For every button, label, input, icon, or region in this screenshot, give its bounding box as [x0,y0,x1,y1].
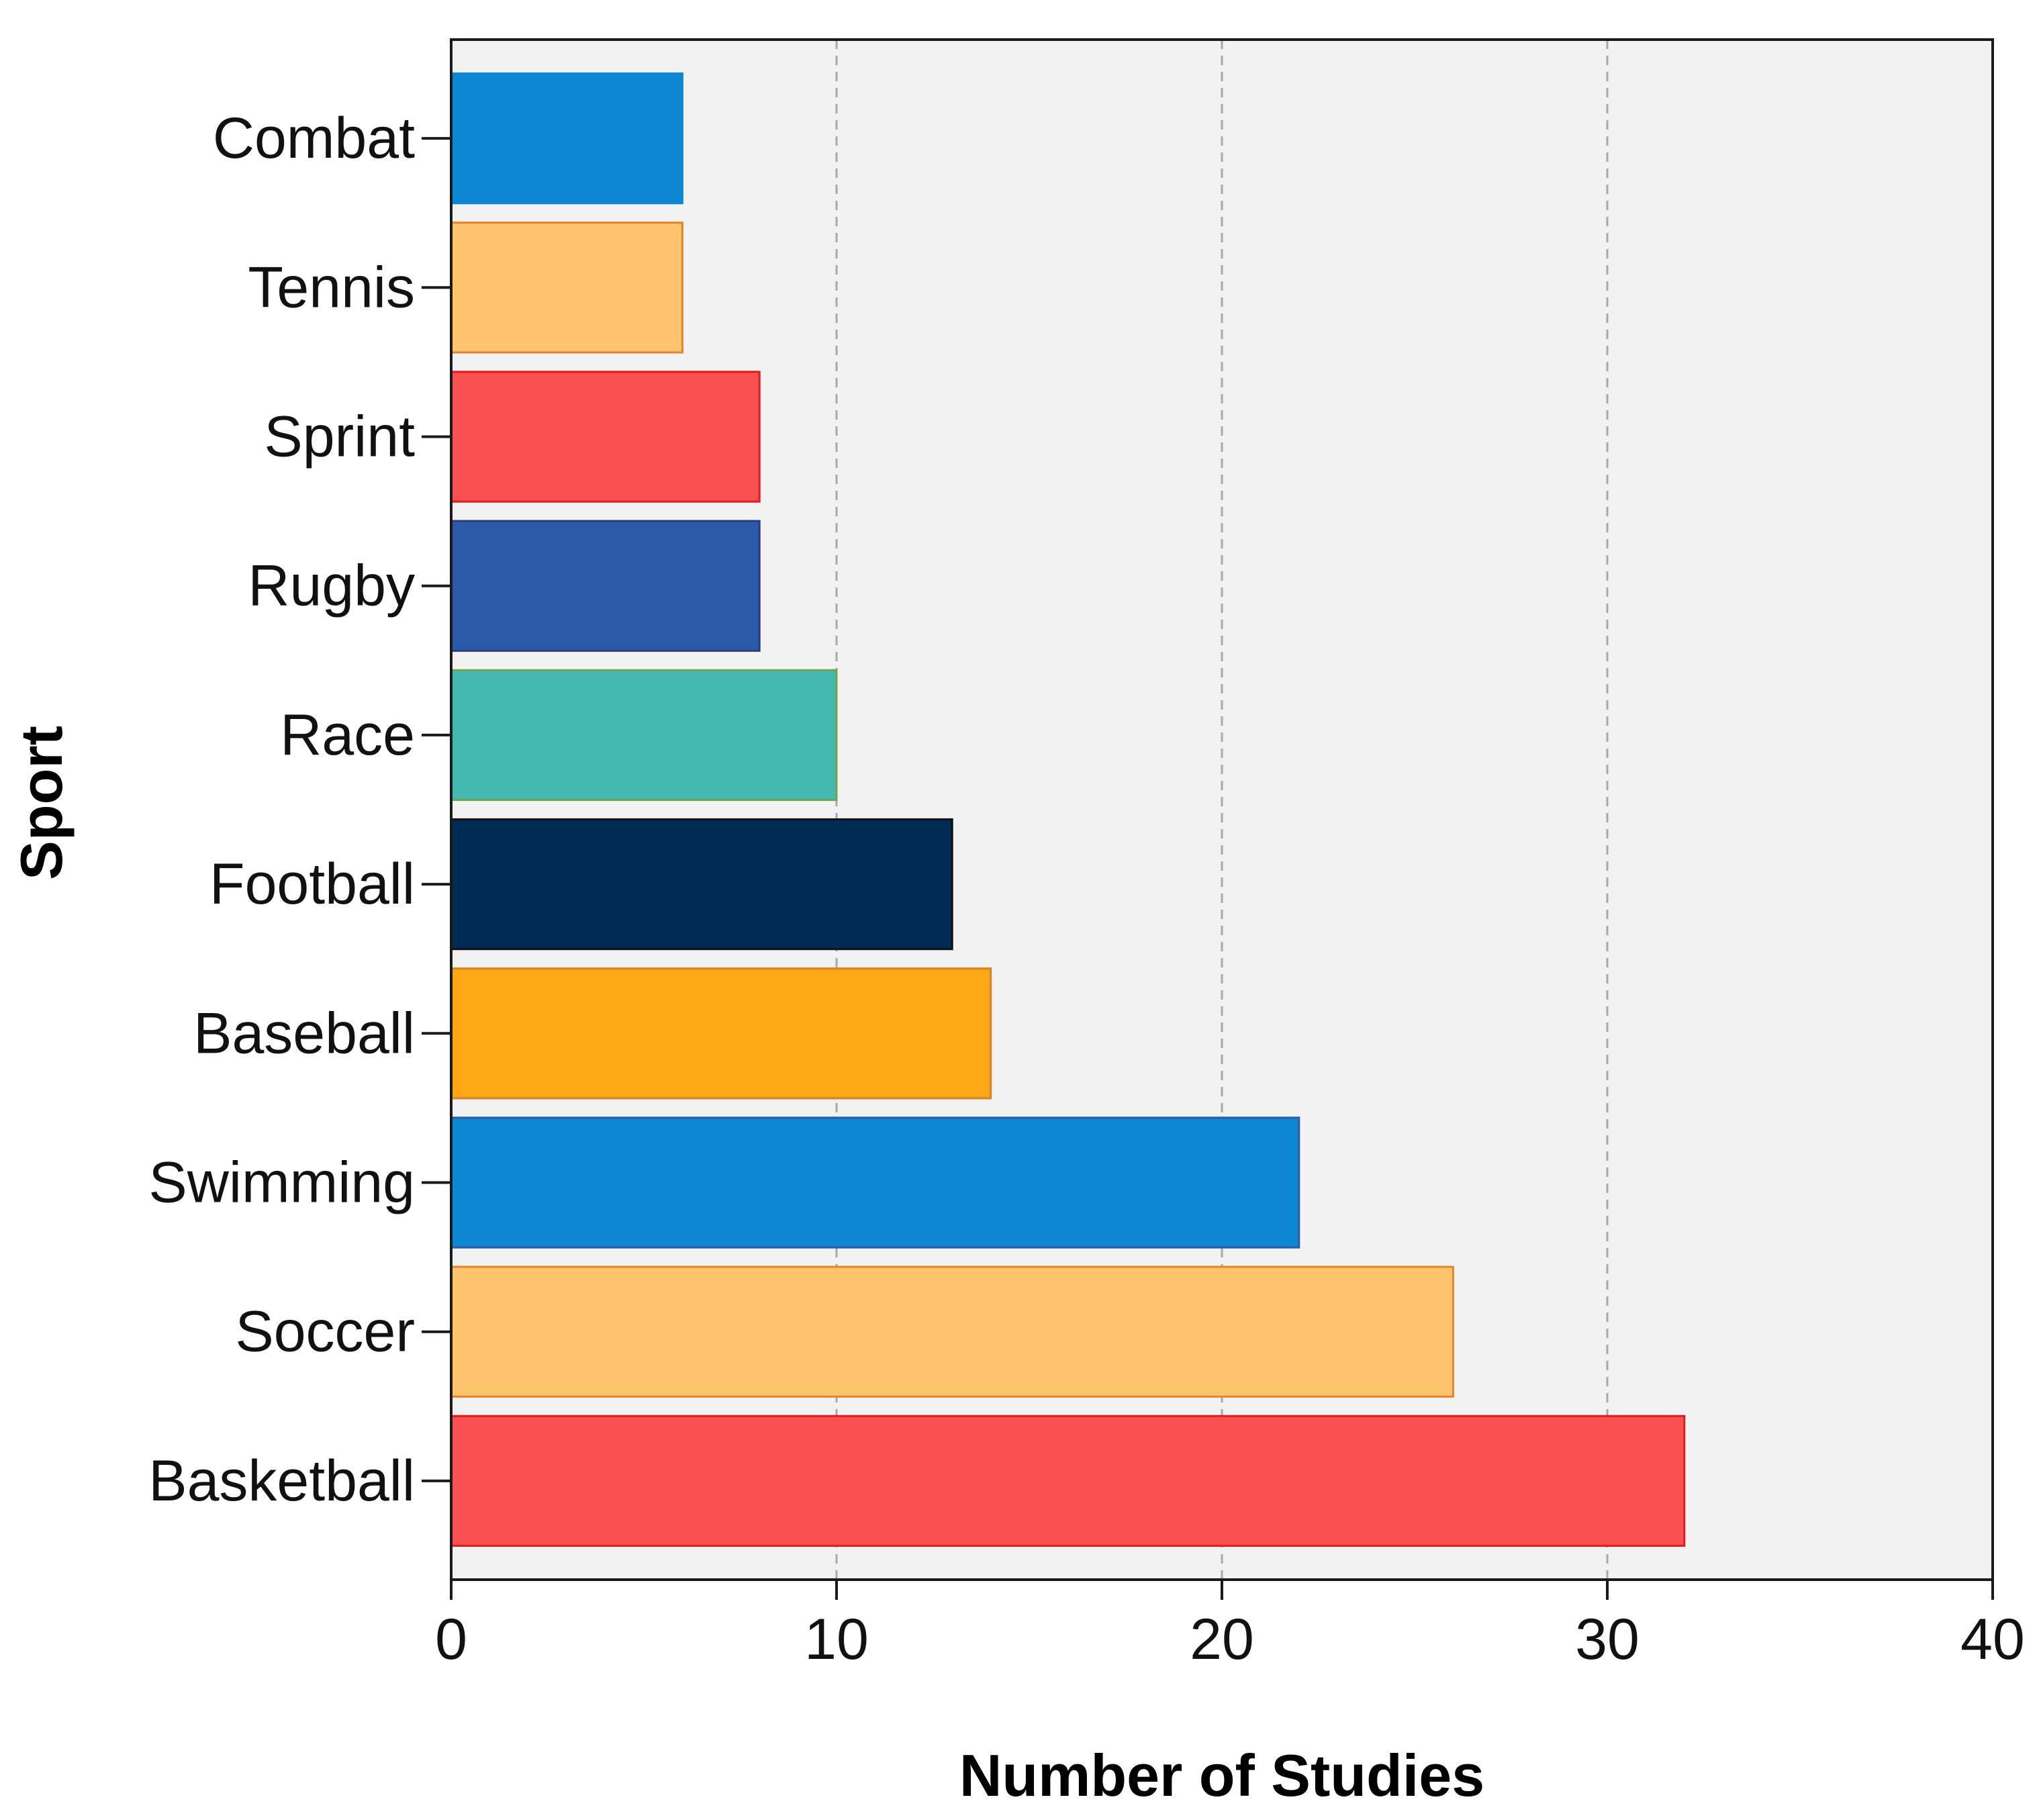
bar-soccer [450,1265,1454,1398]
x-tick-label: 40 [1960,1607,2025,1672]
bar-baseball [450,967,992,1100]
bars [450,72,1686,1547]
bar-race [450,669,838,802]
y-tick-label: Race [280,703,415,767]
y-axis-title: Sport [8,726,75,880]
bar-swimming [450,1116,1300,1249]
y-tick-label: Baseball [193,1001,415,1065]
y-tick-label: Football [209,852,415,916]
bar-sprint [450,371,761,503]
y-tick-label: Sprint [264,405,415,469]
bar-basketball [450,1415,1686,1547]
y-tick-label: Soccer [235,1300,415,1364]
x-tick-label: 10 [804,1607,869,1672]
x-tick-label: 0 [435,1607,467,1672]
x-tick-label: 30 [1575,1607,1640,1672]
y-tick-label: Rugby [248,554,415,618]
y-tick-label: Combat [213,106,415,171]
y-axis: Combat Tennis Sprint Rugby Race Football Baseb… [148,106,451,1513]
bar-football [450,818,953,951]
x-axis: 0 10 20 30 40 [435,1580,2025,1672]
x-axis-title: Number of Studies [959,1742,1484,1809]
y-tick-label: Swimming [148,1151,415,1215]
bar-rugby [450,520,761,652]
x-tick-label: 20 [1190,1607,1254,1672]
y-tick-label: Tennis [248,255,415,320]
bar-tennis [450,222,683,354]
bar-combat [450,72,683,205]
y-tick-label: Basketball [148,1449,415,1513]
